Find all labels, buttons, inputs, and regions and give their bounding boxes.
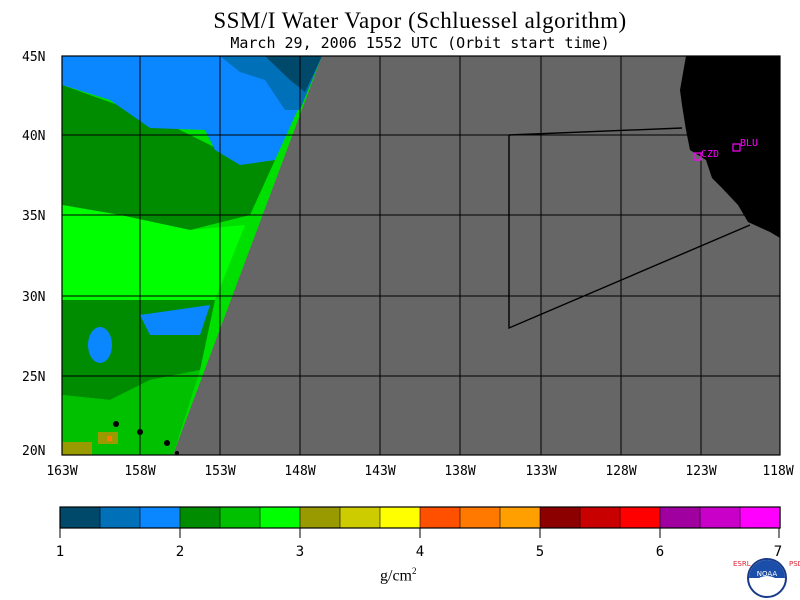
- swath-patch-orange: [107, 436, 112, 441]
- station-marker-blu: [732, 143, 741, 152]
- colorbar-swatch: [579, 506, 621, 529]
- lat-label: 20N: [22, 444, 45, 459]
- psd-label: PSD: [789, 560, 800, 568]
- noaa-logo-text: NOAA: [757, 570, 778, 578]
- domain-outline: [508, 135, 751, 330]
- lat-label: 35N: [22, 209, 45, 224]
- lon-label: 123W: [685, 464, 716, 479]
- lat-labels: 45N 40N 35N 30N 25N 20N: [22, 50, 45, 459]
- lon-label: 148W: [284, 464, 315, 479]
- noaa-logo: NOAA: [747, 558, 787, 598]
- domain-outline-top: [508, 127, 683, 136]
- lat-label: 40N: [22, 129, 45, 144]
- colorbar-swatch: [299, 506, 341, 529]
- lon-label: 118W: [762, 464, 793, 479]
- island-marker: [175, 451, 179, 455]
- swath-zone-blue: [62, 56, 322, 165]
- colorbar-tick-label: 1: [56, 544, 64, 560]
- colorbar-swatch: [619, 506, 661, 529]
- map-field: [62, 56, 780, 455]
- colorbar-tick-label: 6: [656, 544, 664, 560]
- colorbar-swatch: [739, 506, 781, 529]
- colorbar-swatch: [59, 506, 101, 529]
- lon-label: 138W: [444, 464, 475, 479]
- station-label-blu: BLU: [740, 138, 758, 149]
- swath-band-dark-green: [62, 85, 275, 230]
- island-marker: [113, 421, 119, 427]
- colorbar-swatch: [699, 506, 741, 529]
- lat-label: 30N: [22, 290, 45, 305]
- colorbar-tick-label: 3: [296, 544, 304, 560]
- colorbar-swatch: [219, 506, 261, 529]
- lon-label: 128W: [605, 464, 636, 479]
- swath-patch-blue-small: [88, 327, 112, 363]
- island-marker: [164, 440, 170, 446]
- esrl-label: ESRL: [733, 560, 751, 568]
- colorbar-tick-label: 4: [416, 544, 424, 560]
- map-title: SSM/I Water Vapor (Schluessel algorithm): [213, 8, 627, 33]
- colorbar-units: g/cm2: [380, 566, 417, 585]
- colorbar-swatch: [259, 506, 301, 529]
- lon-label: 163W: [46, 464, 77, 479]
- map-subtitle: March 29, 2006 1552 UTC (Orbit start tim…: [230, 34, 610, 52]
- lon-label: 158W: [124, 464, 155, 479]
- swath-zone-light-green: [62, 205, 245, 300]
- map-border: [61, 55, 781, 456]
- colorbar-ticks: 1 2 3 4 5 6 7: [56, 544, 782, 560]
- lon-labels: 163W 158W 153W 148W 143W 138W 133W 128W …: [46, 464, 793, 479]
- graticule: [62, 56, 780, 455]
- colorbar-swatch: [539, 506, 581, 529]
- colorbar-swatch: [379, 506, 421, 529]
- lon-label: 143W: [364, 464, 395, 479]
- colorbar-swatch: [419, 506, 461, 529]
- colorbar-swatch: [139, 506, 181, 529]
- colorbar-swatch: [339, 506, 381, 529]
- colorbar: [59, 506, 781, 529]
- colorbar-tick-label: 7: [774, 544, 782, 560]
- swath-zone-green-south: [62, 370, 200, 455]
- colorbar-swatch: [179, 506, 221, 529]
- colorbar-swatch: [659, 506, 701, 529]
- lat-label: 25N: [22, 370, 45, 385]
- colorbar-swatch: [499, 506, 541, 529]
- lon-label: 133W: [525, 464, 556, 479]
- swath-patch-blue: [140, 305, 210, 335]
- colorbar-tick-marks: [59, 528, 780, 538]
- lon-label: 153W: [204, 464, 235, 479]
- colorbar-tick-label: 5: [536, 544, 544, 560]
- colorbar-swatch: [459, 506, 501, 529]
- swath-patch-olive-2: [62, 442, 92, 455]
- lat-label: 45N: [22, 50, 45, 65]
- colorbar-tick-label: 2: [176, 544, 184, 560]
- station-label-czd: CZD: [701, 149, 719, 160]
- swath-zone-deep-blue: [265, 56, 322, 92]
- land-mass: [680, 56, 780, 238]
- colorbar-swatch: [99, 506, 141, 529]
- station-marker-czd: [693, 152, 702, 161]
